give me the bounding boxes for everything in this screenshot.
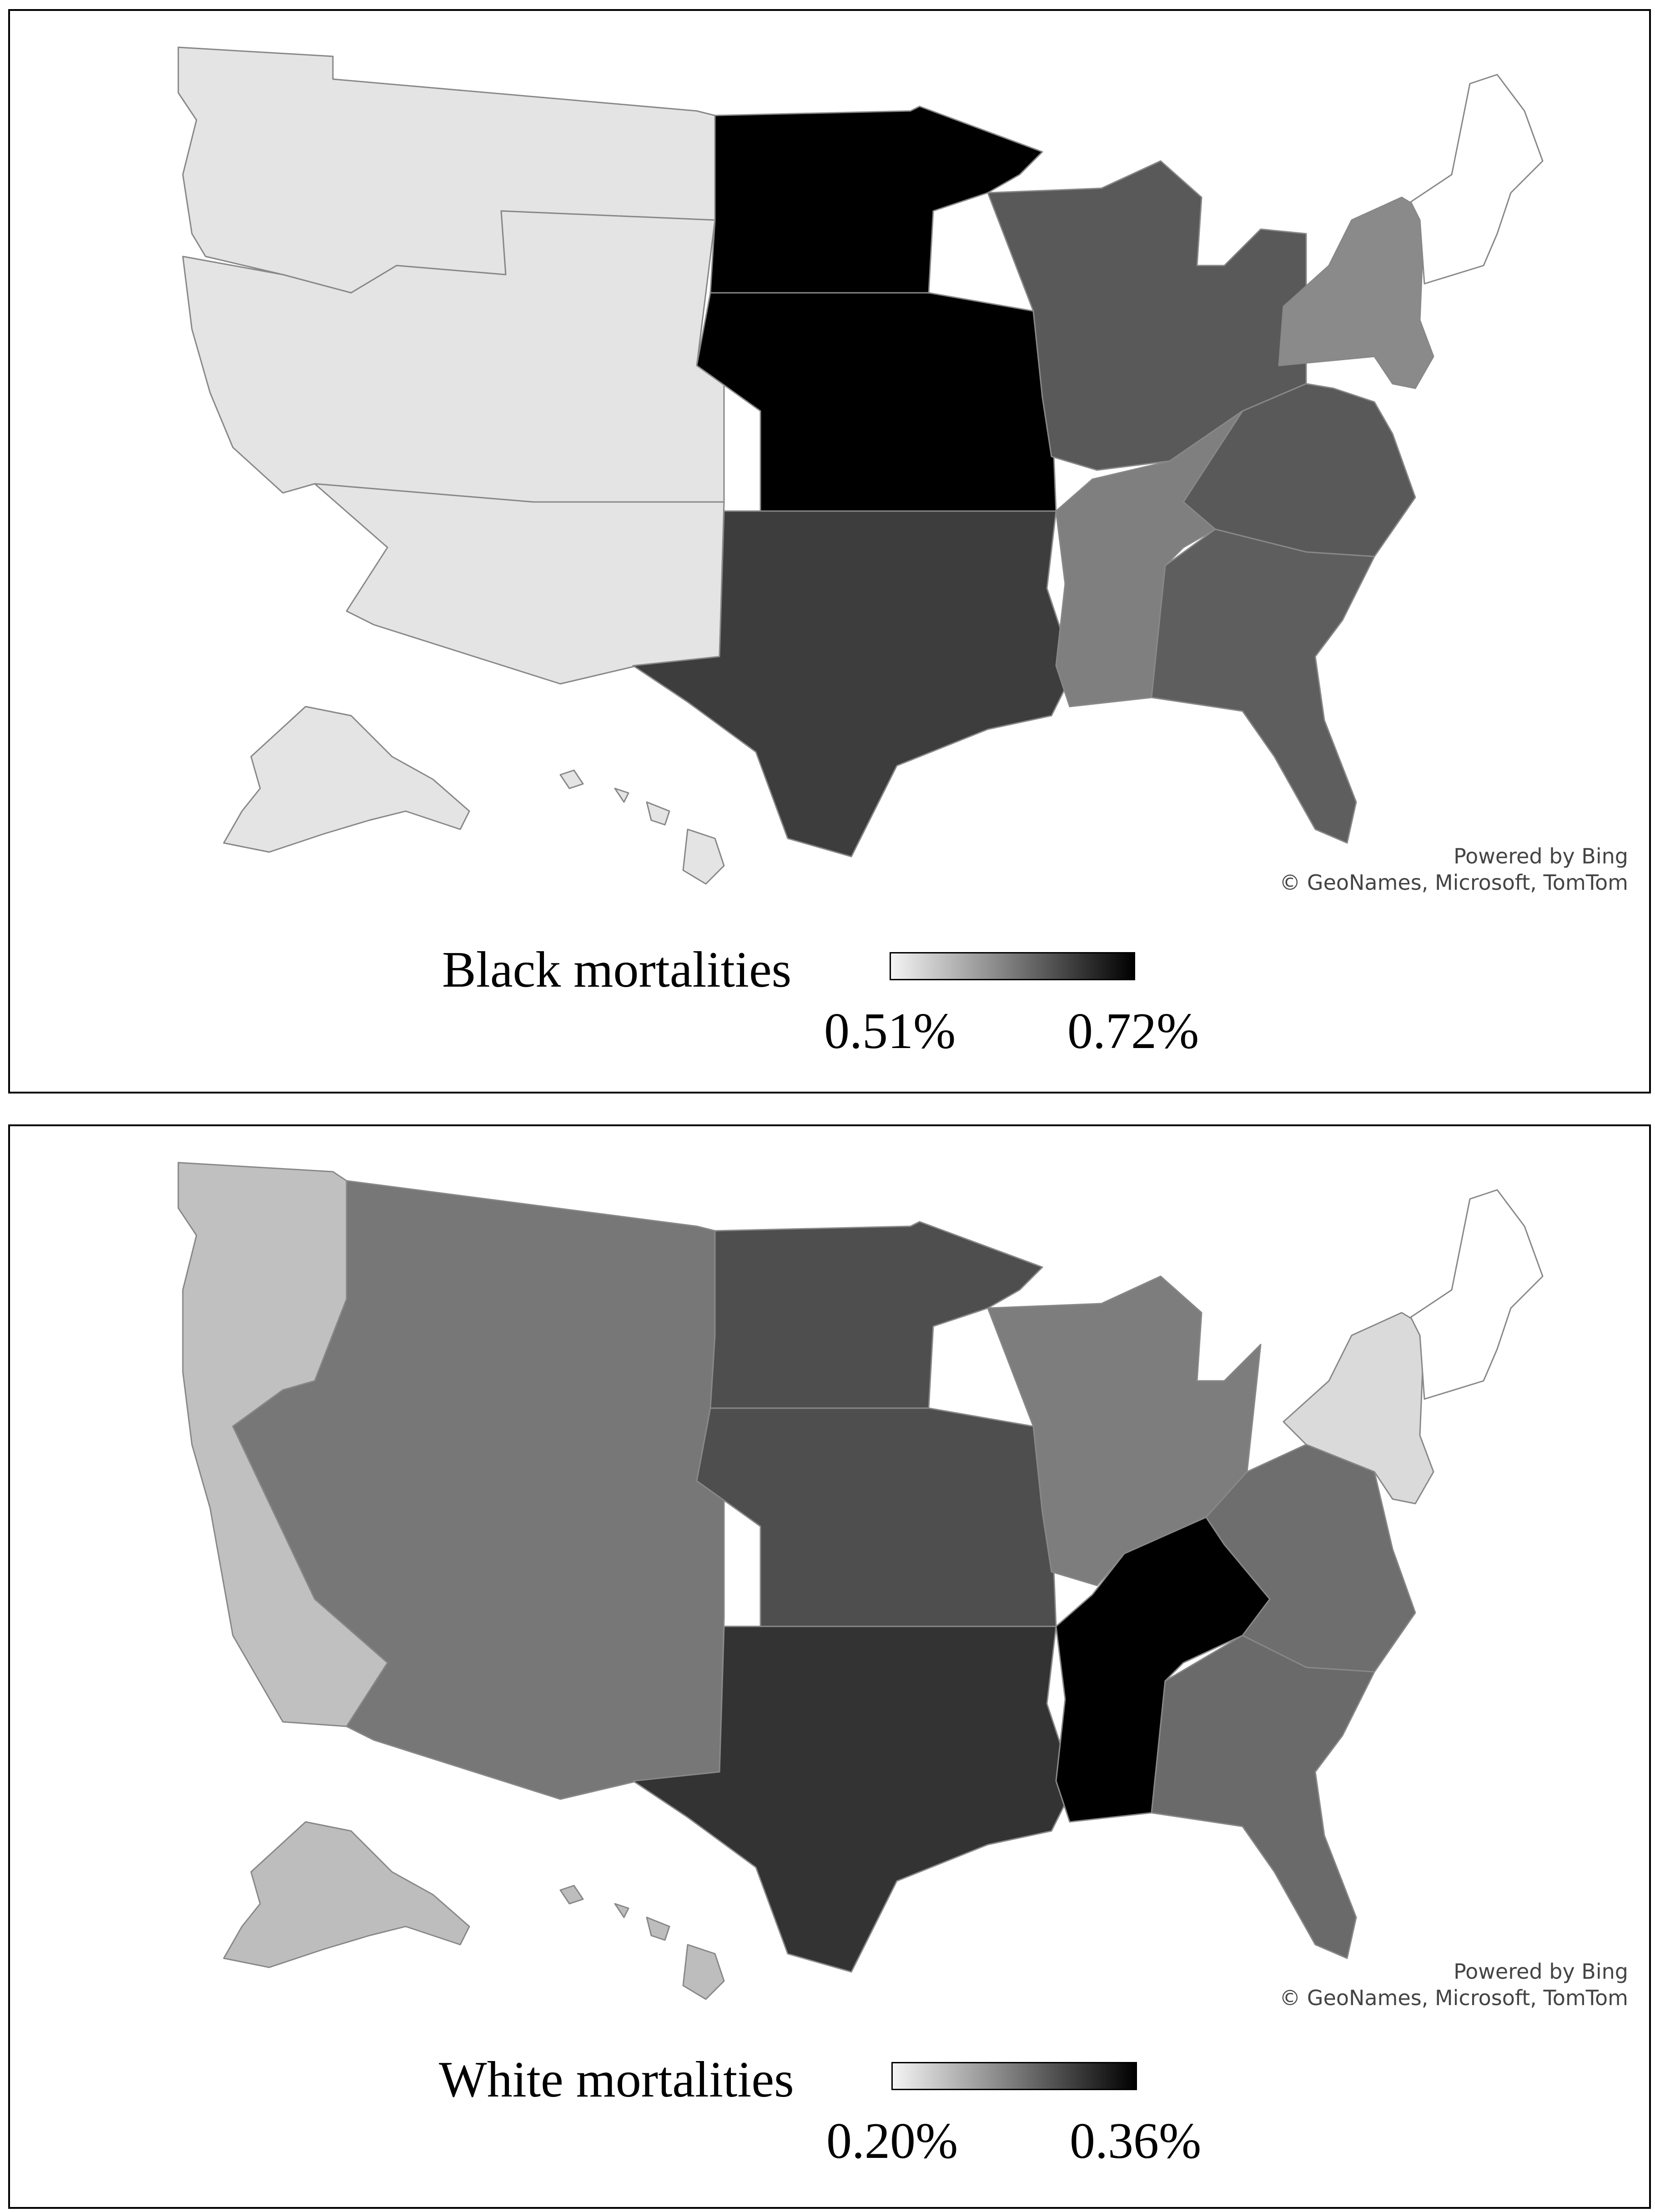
- region-alaska: [223, 1821, 470, 1968]
- map-attribution: Powered by Bing © GeoNames, Microsoft, T…: [1279, 843, 1628, 896]
- region-hawaii: [559, 769, 725, 885]
- region-southwest: [314, 483, 725, 685]
- region-south-central: [632, 510, 1075, 858]
- map-attribution: Powered by Bing © GeoNames, Microsoft, T…: [1279, 1958, 1628, 2011]
- attribution-powered-by: Powered by Bing: [1454, 1959, 1628, 1984]
- region-east-south-central: [1055, 1516, 1271, 1823]
- us-choropleth-map-black: [177, 46, 1544, 885]
- region-east-south-central: [1055, 410, 1243, 707]
- legend-gradient-bar: [890, 952, 1135, 980]
- legend-max-label: 0.36%: [1070, 2113, 1202, 2169]
- attribution-copyright: © GeoNames, Microsoft, TomTom: [1279, 870, 1628, 895]
- black-mortality-map-panel: Powered by Bing © GeoNames, Microsoft, T…: [8, 9, 1651, 1093]
- white-mortality-map-panel: Powered by Bing © GeoNames, Microsoft, T…: [8, 1124, 1651, 2209]
- us-choropleth-map-white: [177, 1162, 1544, 2000]
- legend-min-label: 0.51%: [824, 1003, 956, 1059]
- legend-title: White mortalities: [439, 2051, 794, 2108]
- region-southeast: [1151, 1635, 1375, 1959]
- region-new-england: [1410, 1189, 1544, 1400]
- region-south-central: [632, 1625, 1075, 1973]
- region-plains-central: [696, 292, 1057, 512]
- region-mid-atlantic: [1278, 196, 1434, 389]
- region-southeast: [1151, 528, 1375, 844]
- region-alaska: [223, 706, 470, 853]
- attribution-copyright: © GeoNames, Microsoft, TomTom: [1279, 1986, 1628, 2010]
- legend-min-label: 0.20%: [826, 2113, 958, 2169]
- region-mid-atlantic: [1283, 1312, 1434, 1505]
- region-hawaii: [559, 1885, 725, 2000]
- attribution-powered-by: Powered by Bing: [1454, 844, 1628, 868]
- region-plains-central: [696, 1407, 1057, 1627]
- legend-max-label: 0.72%: [1067, 1003, 1199, 1059]
- region-new-england: [1410, 74, 1544, 285]
- legend-title: Black mortalities: [442, 942, 792, 998]
- legend-gradient-bar: [891, 2062, 1137, 2090]
